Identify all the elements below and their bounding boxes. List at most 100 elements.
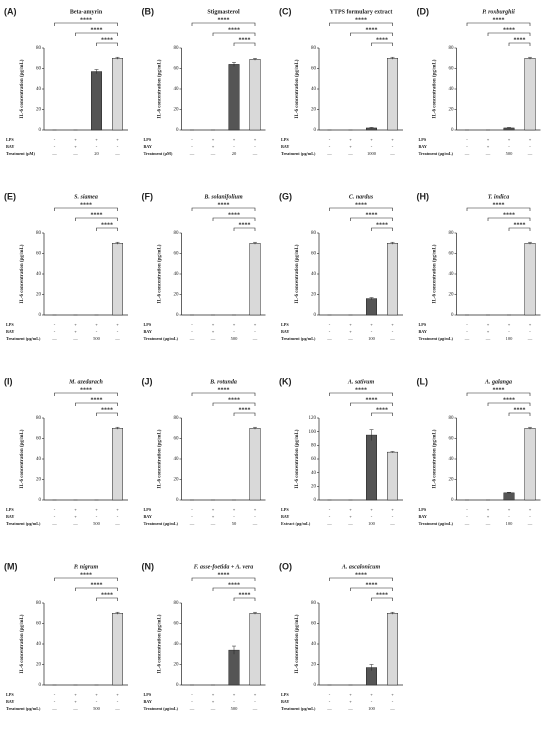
condition-cell: +: [508, 507, 511, 512]
y-tick-label: 40: [36, 272, 42, 277]
significance-label: ****: [101, 222, 113, 228]
significance-label: ****: [80, 17, 92, 23]
significance-bracket: [75, 402, 118, 406]
y-tick-label: 40: [311, 87, 317, 92]
condition-cell: -: [191, 507, 193, 512]
condition-cell: —: [252, 151, 258, 156]
condition-cell: —: [210, 706, 216, 711]
condition-cell: +: [487, 329, 490, 334]
y-tick-label: 0: [39, 128, 42, 133]
y-tick-label: 20: [449, 293, 455, 298]
significance-label: ****: [355, 572, 367, 578]
condition-cell: -: [233, 699, 235, 704]
condition-label: LPS: [6, 322, 14, 327]
y-axis-label: IL-6 concentration (pg/mL): [295, 244, 300, 303]
condition-label: BAY: [144, 329, 152, 334]
panel-label: (L): [417, 376, 429, 386]
y-axis-label: IL-6 concentration (pg/mL): [433, 59, 438, 118]
y-tick-label: 40: [311, 471, 317, 476]
significance-label: ****: [355, 387, 367, 393]
condition-cell: —: [252, 706, 258, 711]
condition-cell: +: [370, 507, 373, 512]
significance-bracket: [466, 392, 531, 396]
chart-title: M. azedarach: [68, 379, 103, 385]
y-tick-label: 40: [311, 272, 317, 277]
chart-title: Beta-amyrin: [70, 9, 103, 15]
condition-cell: —: [485, 521, 491, 526]
condition-cell: —: [347, 706, 353, 711]
condition-cell: +: [349, 144, 352, 149]
y-tick-label: 60: [36, 252, 42, 257]
significance-bracket: [508, 227, 531, 231]
significance-bracket: [371, 597, 393, 601]
condition-label: LPS: [6, 507, 14, 512]
condition-cell: 500: [506, 151, 514, 156]
condition-cell: -: [54, 514, 56, 519]
condition-cell: —: [326, 706, 332, 711]
condition-cell: -: [371, 144, 373, 149]
significance-label: ****: [91, 582, 103, 588]
condition-cell: +: [212, 699, 215, 704]
bar: [366, 298, 377, 316]
significance-bracket: [371, 412, 393, 416]
condition-label: BAY: [419, 144, 427, 149]
condition-cell: —: [252, 521, 258, 526]
condition-cell: —: [485, 151, 491, 156]
significance-bracket: [350, 402, 393, 406]
bar: [524, 428, 536, 501]
condition-cell: +: [487, 144, 490, 149]
significance-label: ****: [228, 397, 240, 403]
condition-cell: —: [252, 336, 258, 341]
significance-label: ****: [376, 222, 388, 228]
significance-bracket: [233, 597, 256, 601]
condition-cell: —: [51, 706, 57, 711]
condition-cell: —: [347, 151, 353, 156]
significance-label: ****: [239, 592, 251, 598]
y-axis-label: IL-6 concentration (pg/mL): [295, 614, 300, 673]
significance-bracket: [191, 577, 256, 581]
y-tick-label: 0: [314, 498, 317, 503]
significance-label: ****: [80, 387, 92, 393]
chart-title: YTPS formulary extract: [330, 9, 393, 15]
y-axis-label: IL-6 concentration (pg/mL): [433, 244, 438, 303]
condition-label: BAY: [144, 699, 152, 704]
condition-cell: -: [392, 329, 394, 334]
condition-cell: +: [508, 322, 511, 327]
significance-bracket: [329, 577, 393, 581]
significance-bracket: [96, 42, 118, 46]
bar: [249, 59, 261, 131]
y-tick-label: 80: [36, 231, 42, 236]
y-tick-label: 0: [451, 128, 454, 133]
y-tick-label: 60: [311, 67, 317, 72]
y-tick-label: 40: [311, 642, 317, 647]
condition-cell: +: [508, 137, 511, 142]
y-tick-label: 0: [39, 313, 42, 318]
condition-cell: +: [212, 507, 215, 512]
condition-label: BAY: [419, 514, 427, 519]
condition-cell: +: [349, 322, 352, 327]
significance-bracket: [54, 577, 118, 581]
condition-label: BAY: [281, 329, 289, 334]
y-tick-label: 60: [311, 622, 317, 627]
significance-bracket: [329, 392, 393, 396]
condition-cell: +: [487, 507, 490, 512]
condition-label: LPS: [281, 137, 289, 142]
y-tick-label: 80: [449, 231, 455, 236]
y-tick-label: 80: [311, 601, 317, 606]
condition-cell: -: [329, 144, 331, 149]
panel-label: (J): [142, 376, 153, 386]
significance-bracket: [233, 412, 256, 416]
significance-label: ****: [218, 572, 230, 578]
condition-cell: +: [254, 322, 257, 327]
significance-bracket: [508, 412, 531, 416]
significance-bracket: [487, 217, 531, 221]
condition-label: LPS: [419, 137, 427, 142]
condition-cell: +: [233, 137, 236, 142]
y-tick-label: 20: [174, 108, 180, 113]
significance-bracket: [54, 392, 118, 396]
y-tick-label: 20: [174, 663, 180, 668]
significance-bracket: [329, 207, 393, 211]
y-tick-label: 20: [36, 663, 42, 668]
condition-label: BAY: [144, 514, 152, 519]
condition-cell: —: [326, 336, 332, 341]
